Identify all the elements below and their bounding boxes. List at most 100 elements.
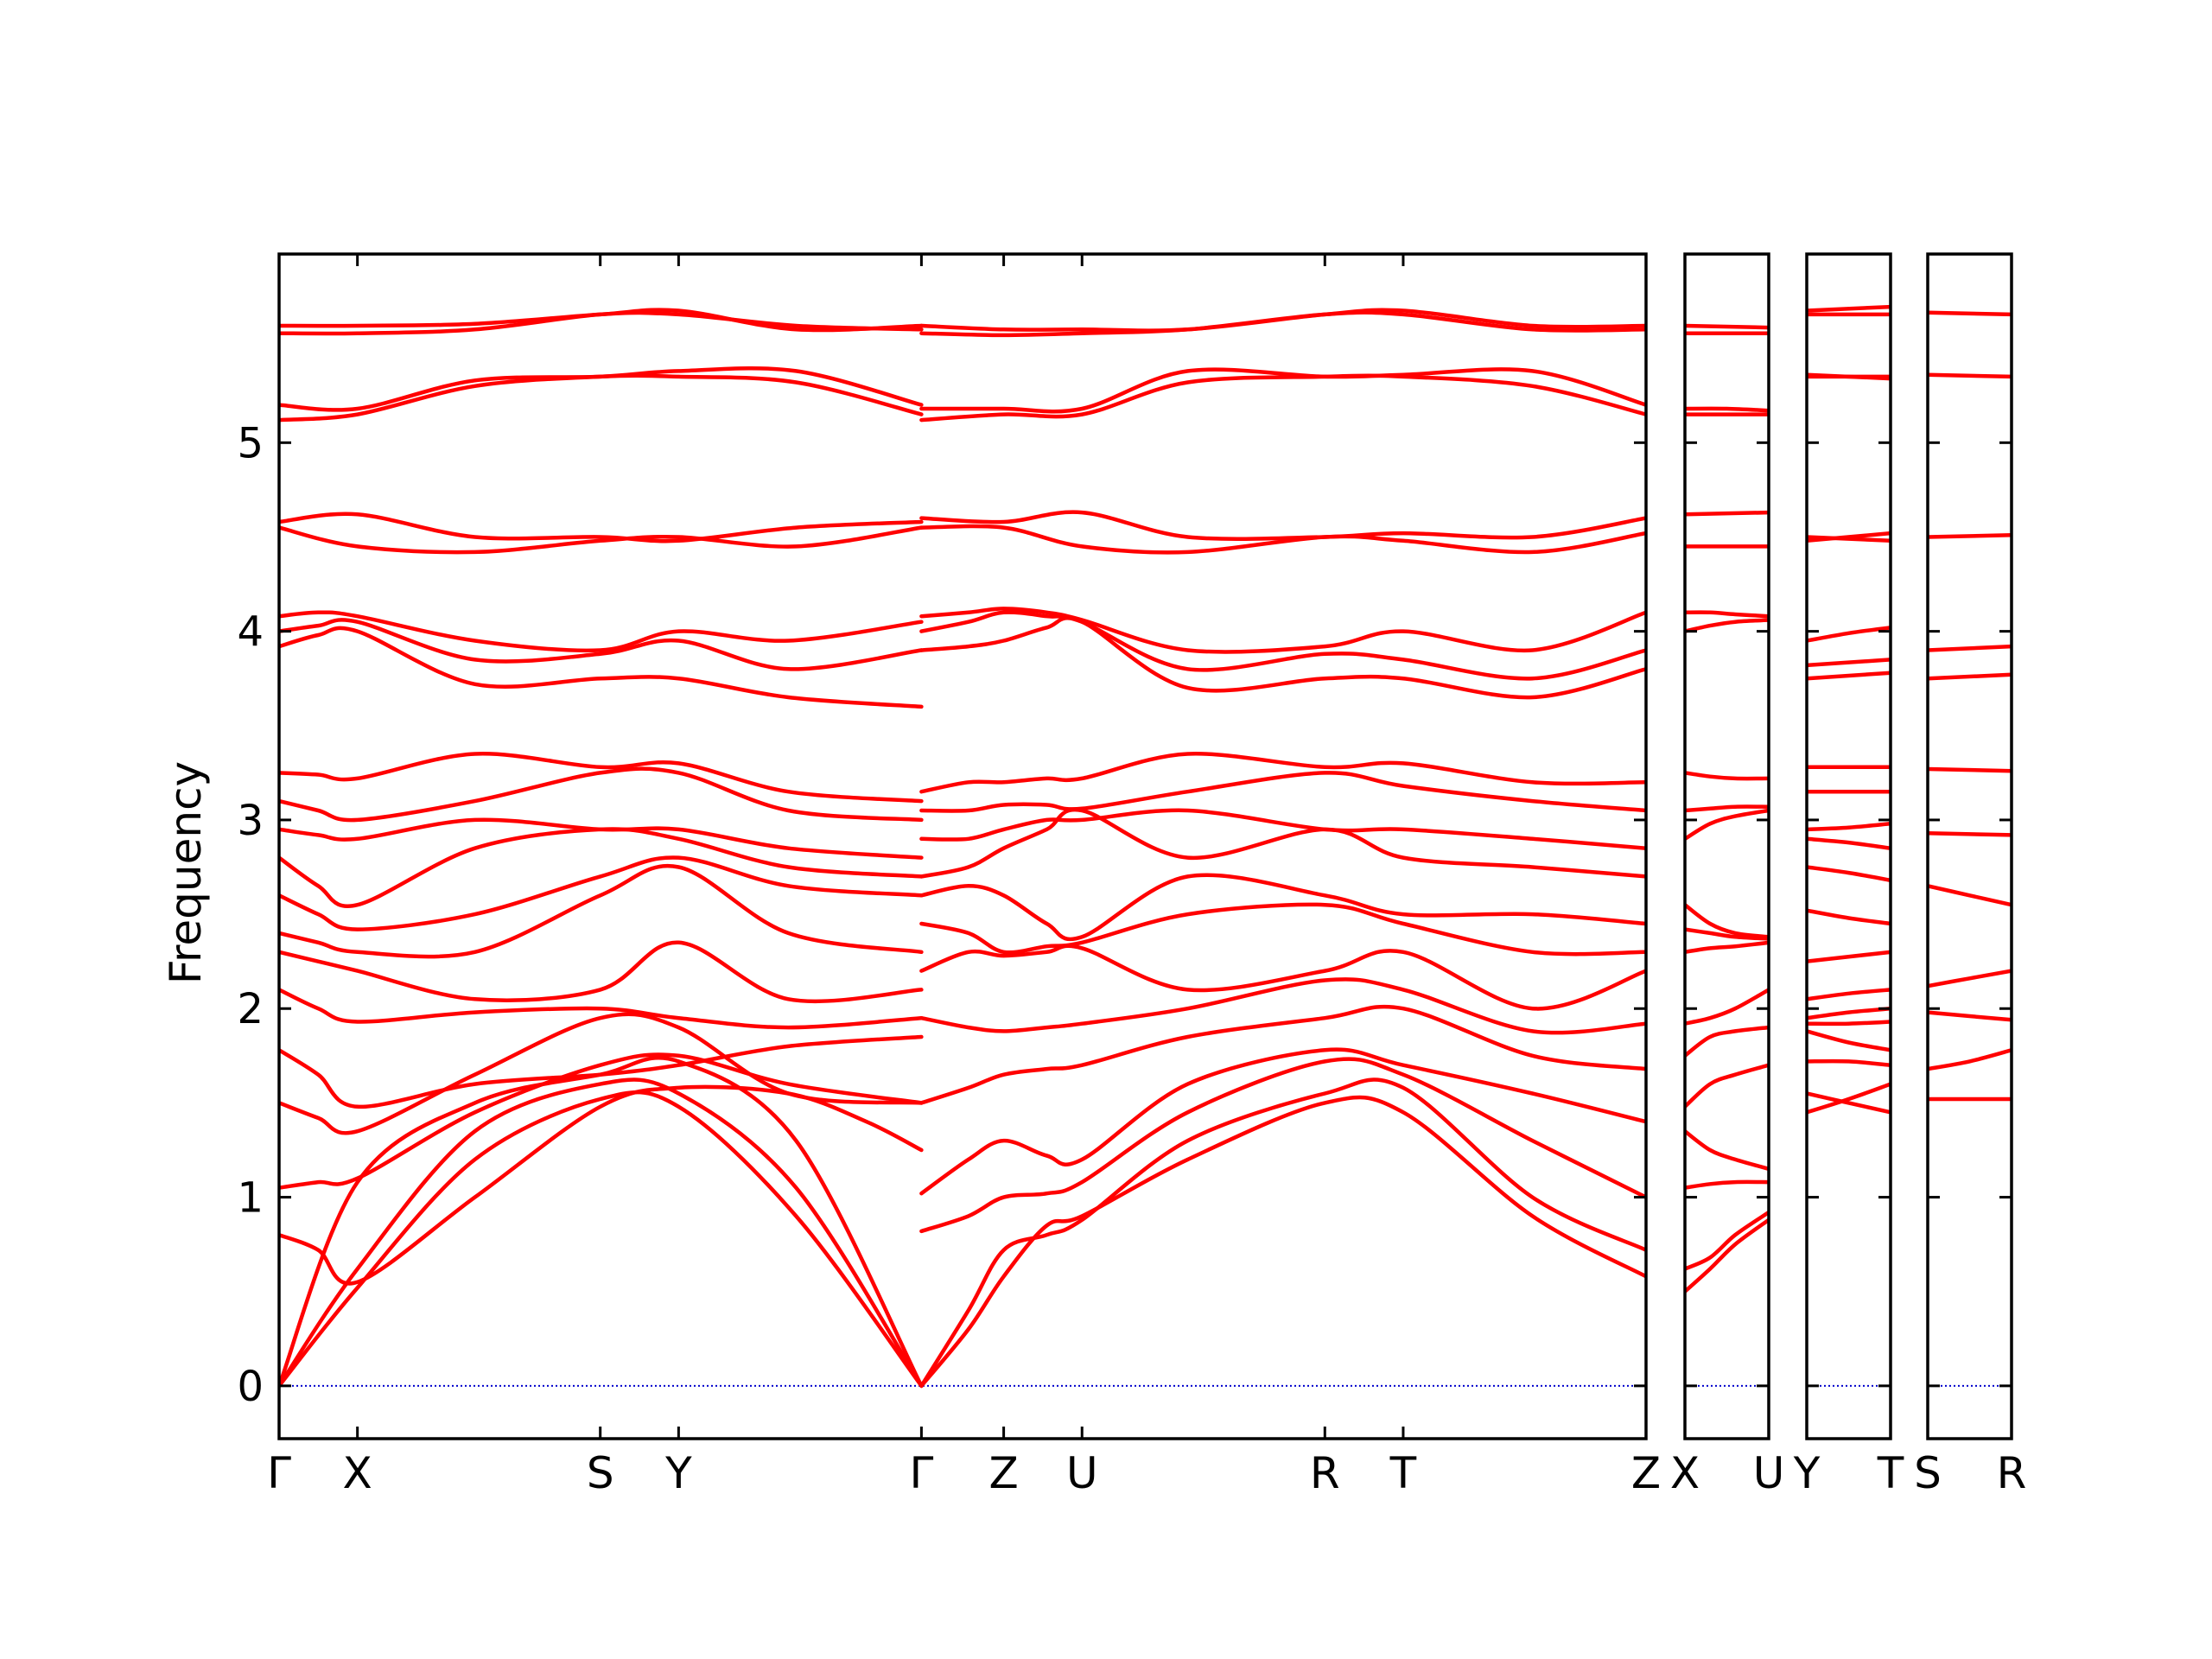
band-line <box>1685 323 1769 330</box>
band-line <box>279 1077 924 1389</box>
band-line <box>919 977 1646 1035</box>
band-line <box>1807 1058 1891 1067</box>
band-line <box>919 808 1646 850</box>
band-line <box>919 610 1646 681</box>
band-line <box>1807 908 1891 926</box>
band-line <box>279 988 924 1030</box>
band-line <box>279 752 924 804</box>
band-line <box>1807 626 1891 643</box>
band-line <box>919 510 1646 541</box>
band-line <box>279 525 924 555</box>
band-line <box>279 863 924 959</box>
band-line <box>1928 533 2012 539</box>
bands-group <box>279 308 1646 1389</box>
band-line <box>1685 1210 1769 1271</box>
band-line <box>919 771 1646 813</box>
band-line <box>279 827 924 908</box>
band-line <box>279 855 924 931</box>
panel-frame <box>1805 252 1892 1440</box>
y-tick-label: 4 <box>237 608 264 657</box>
x-tick-label: U <box>1753 1448 1785 1498</box>
band-line <box>1685 1063 1769 1109</box>
band-line <box>919 944 1646 1011</box>
x-tick-label: S <box>1914 1448 1942 1498</box>
band-line <box>1685 771 1769 781</box>
band-line <box>919 367 1646 414</box>
band-line <box>1685 804 1769 813</box>
x-tick-label: T <box>1389 1448 1417 1498</box>
band-line <box>1807 1020 1891 1027</box>
band-line <box>1807 988 1891 1001</box>
band-line <box>919 1004 1646 1105</box>
y-tick-label: 5 <box>237 419 264 467</box>
x-tick-label: X <box>343 1448 372 1498</box>
band-line <box>279 1052 924 1190</box>
band-line <box>919 1077 1646 1389</box>
panel-frame <box>277 252 1648 1440</box>
band-line <box>919 807 1646 879</box>
panel-frame <box>1683 252 1770 1440</box>
band-line <box>1807 950 1891 963</box>
band-line <box>1685 1179 1769 1190</box>
band-line <box>919 373 1646 423</box>
bands-group <box>1685 323 1769 1294</box>
band-line <box>279 365 924 412</box>
band-line <box>1685 1217 1769 1294</box>
x-tick-label: R <box>1310 1448 1340 1498</box>
band-line <box>279 610 924 653</box>
x-tick-label: U <box>1066 1448 1098 1498</box>
band-line <box>919 607 1646 654</box>
band-line <box>279 940 924 1004</box>
band-line <box>1928 884 2012 907</box>
band-line <box>1807 836 1891 850</box>
band-line <box>1807 865 1891 883</box>
x-tick-label: Γ <box>267 1448 291 1498</box>
y-tick-label: 1 <box>237 1174 264 1223</box>
band-line <box>1685 927 1769 941</box>
band-line <box>1928 766 2012 773</box>
x-tick-label: X <box>1670 1448 1700 1498</box>
band-line <box>1685 406 1769 413</box>
y-tick-label: 0 <box>237 1363 264 1411</box>
band-line <box>1807 535 1891 543</box>
y-tick-label: 3 <box>237 797 264 845</box>
band-line <box>1928 372 2012 379</box>
band-line <box>1928 672 2012 681</box>
panel-frame <box>1926 252 2013 1440</box>
band-line <box>1685 808 1769 842</box>
band-line <box>1685 1025 1769 1058</box>
band-line <box>279 766 924 823</box>
band-line <box>1928 830 2012 837</box>
band-line <box>1928 969 2012 988</box>
bands-group <box>1928 310 2012 1102</box>
band-line <box>1685 902 1769 939</box>
x-tick-label: Y <box>664 1448 692 1498</box>
band-line <box>919 873 1646 942</box>
band-line <box>1807 671 1891 681</box>
band-line <box>1807 372 1891 381</box>
band-line <box>1685 1128 1769 1172</box>
x-tick-label: R <box>1997 1448 2027 1498</box>
band-line <box>279 1084 924 1286</box>
x-tick-label: Z <box>988 1448 1018 1498</box>
band-line <box>279 308 924 333</box>
band-line <box>1807 304 1891 313</box>
band-line <box>279 817 924 860</box>
band-line <box>1928 310 2012 317</box>
bands-group <box>1807 304 1891 1115</box>
band-line <box>1807 1091 1891 1115</box>
band-line <box>1928 644 2012 652</box>
band-line <box>279 1034 924 1109</box>
x-tick-label: Γ <box>909 1448 933 1498</box>
band-line <box>279 626 924 709</box>
band-line <box>279 618 924 671</box>
band-line <box>1685 510 1769 517</box>
band-line <box>919 1057 1646 1234</box>
x-tick-label: T <box>1877 1448 1904 1498</box>
